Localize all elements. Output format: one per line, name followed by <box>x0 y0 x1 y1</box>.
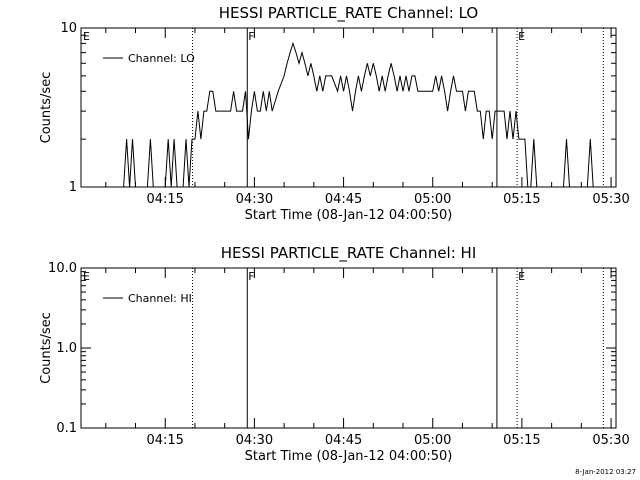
series-line <box>123 41 594 188</box>
x-tick-label: 04:15 <box>146 433 183 448</box>
x-tick-label: 04:30 <box>236 192 273 207</box>
x-tick-label: 05:15 <box>503 433 540 448</box>
plot-frame <box>80 27 617 188</box>
x-tick-label: 04:30 <box>236 433 273 448</box>
event-marker-label: E <box>83 30 90 43</box>
event-marker-label: E <box>518 270 525 283</box>
y-tick-label: 1.0 <box>56 341 77 356</box>
x-tick-label: 05:30 <box>592 433 629 448</box>
x-tick-label: 04:15 <box>146 192 183 207</box>
x-tick-label: 05:15 <box>503 192 540 207</box>
x-tick-label: 05:00 <box>414 433 451 448</box>
event-marker-label: F <box>248 270 254 283</box>
legend-label: Channel: HI <box>128 292 192 305</box>
x-tick-label: 05:00 <box>414 192 451 207</box>
y-tick-label: 1 <box>69 180 77 195</box>
x-axis-label: Start Time (08-Jan-12 04:00:50) <box>245 449 453 464</box>
event-marker-label: E <box>518 30 525 43</box>
panel-1: HESSI PARTICLE_RATE Channel: LO 1 10 04:15 0… <box>39 4 630 223</box>
x-axis-label: Start Time (08-Jan-12 04:00:50) <box>245 208 453 223</box>
y-tick-label: 10 <box>60 21 77 36</box>
panel-2: HESSI PARTICLE_RATE Channel: HI 0.1 1.0 10.… <box>39 244 630 464</box>
legend-label: Channel: LO <box>128 52 195 65</box>
x-tick-label: 05:30 <box>592 192 629 207</box>
event-marker-label: F <box>248 30 254 43</box>
event-marker-label: E <box>83 270 90 283</box>
y-tick-label: 0.1 <box>56 421 77 436</box>
y-axis-label: Counts/sec <box>39 72 54 144</box>
date-stamp: 8-Jan-2012 03:27 <box>575 468 636 476</box>
x-tick-label: 04:45 <box>325 433 362 448</box>
y-tick-label: 10.0 <box>48 261 77 276</box>
chart-title: HESSI PARTICLE_RATE Channel: LO <box>219 4 478 23</box>
x-tick-label: 04:45 <box>325 192 362 207</box>
y-axis-label: Counts/sec <box>39 312 54 384</box>
chart-title: HESSI PARTICLE_RATE Channel: HI <box>221 244 477 263</box>
